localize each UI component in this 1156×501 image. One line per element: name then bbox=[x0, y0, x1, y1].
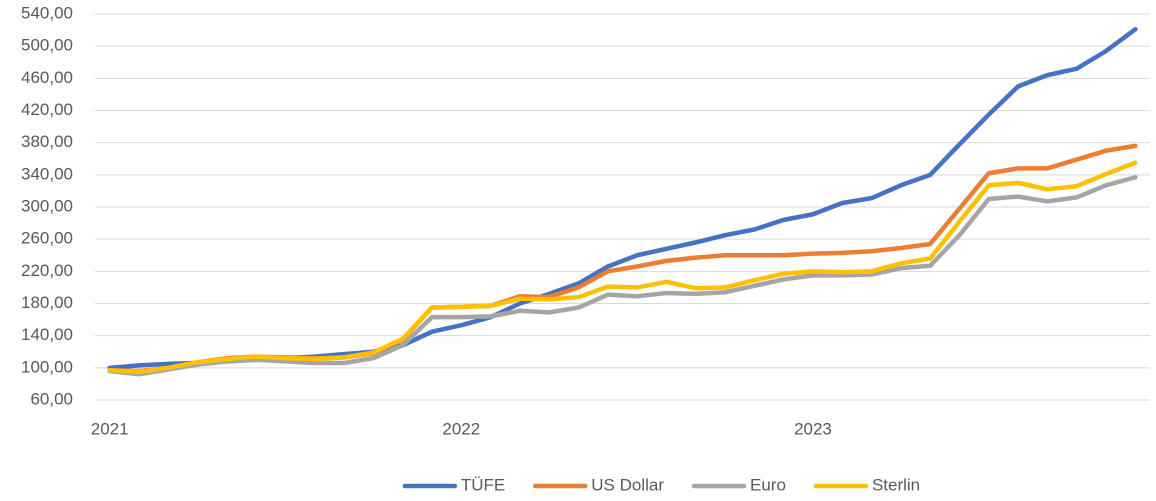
legend-label: US Dollar bbox=[591, 475, 664, 494]
y-tick-label: 180,00 bbox=[21, 293, 73, 312]
legend-label: Euro bbox=[750, 475, 786, 494]
legend-label: Sterlin bbox=[872, 475, 920, 494]
legend-label: TÜFE bbox=[461, 475, 505, 494]
y-tick-label: 460,00 bbox=[21, 68, 73, 87]
y-tick-label: 340,00 bbox=[21, 164, 73, 183]
series-line bbox=[107, 143, 1138, 374]
y-tick-label: 140,00 bbox=[21, 325, 73, 344]
series-line bbox=[107, 27, 1138, 371]
y-tick-label: 260,00 bbox=[21, 229, 73, 248]
y-tick-label: 500,00 bbox=[21, 36, 73, 55]
y-tick-label: 100,00 bbox=[21, 357, 73, 376]
x-tick-label: 2023 bbox=[794, 419, 832, 438]
series-line bbox=[107, 160, 1138, 375]
x-tick-label: 2022 bbox=[442, 419, 480, 438]
y-tick-label: 380,00 bbox=[21, 132, 73, 151]
x-tick-label: 2021 bbox=[91, 419, 129, 438]
y-tick-label: 300,00 bbox=[21, 196, 73, 215]
y-tick-label: 540,00 bbox=[21, 3, 73, 22]
y-tick-label: 220,00 bbox=[21, 261, 73, 280]
series-line bbox=[107, 175, 1138, 377]
y-tick-label: 420,00 bbox=[21, 100, 73, 119]
y-tick-label: 60,00 bbox=[30, 389, 73, 408]
